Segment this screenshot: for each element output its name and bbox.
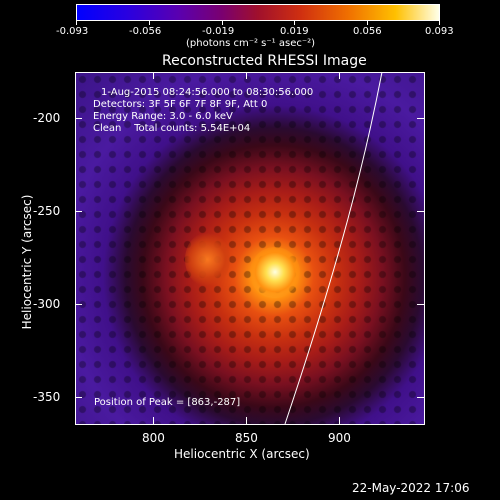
colorbar-tick-label: -0.019 <box>202 26 235 37</box>
solar-limb <box>284 71 383 425</box>
plot-title: Reconstructed RHESSI Image <box>162 53 367 69</box>
peak-source <box>250 247 300 297</box>
x-axis-title: Heliocentric X (arcsec) <box>174 447 310 461</box>
y-tick-label: -350 <box>33 390 61 404</box>
texture-overlay <box>75 72 424 424</box>
info-energy-range: Energy Range: 3.0 - 6.0 keV <box>93 111 233 122</box>
colorbar-unit-label: (photons cm⁻² s⁻¹ asec⁻²) <box>186 38 316 49</box>
secondary-source <box>185 232 230 287</box>
y-axis-title: Heliocentric Y (arcsec) <box>20 194 34 330</box>
y-tick-label: -200 <box>33 111 61 125</box>
colorbar-ticks <box>76 21 440 25</box>
y-tick-label: -300 <box>33 297 61 311</box>
colorbar-tick-label: 0.056 <box>353 26 382 37</box>
info-detectors: Detectors: 3F 5F 6F 7F 8F 9F, Att 0 <box>93 99 268 110</box>
colorbar-tick-label: 0.019 <box>280 26 309 37</box>
info-time-range: 1-Aug-2015 08:24:56.000 to 08:30:56.000 <box>101 87 314 98</box>
colorbar-tick-label: -0.056 <box>129 26 162 37</box>
x-tick-label: 800 <box>142 431 165 445</box>
image-panel <box>75 72 424 424</box>
peak-position-label: Position of Peak = [863,-287] <box>94 397 241 408</box>
colorbar <box>76 4 440 21</box>
x-tick-label: 850 <box>235 431 258 445</box>
y-tick-label: -250 <box>33 204 61 218</box>
colorbar-tick-label: 0.093 <box>425 26 454 37</box>
footer-timestamp: 22-May-2022 17:06 <box>352 481 470 495</box>
info-counts: Clean Total counts: 5.54E+04 <box>93 123 251 134</box>
colorbar-tick-label: -0.093 <box>56 26 89 37</box>
x-tick-label: 900 <box>328 431 351 445</box>
